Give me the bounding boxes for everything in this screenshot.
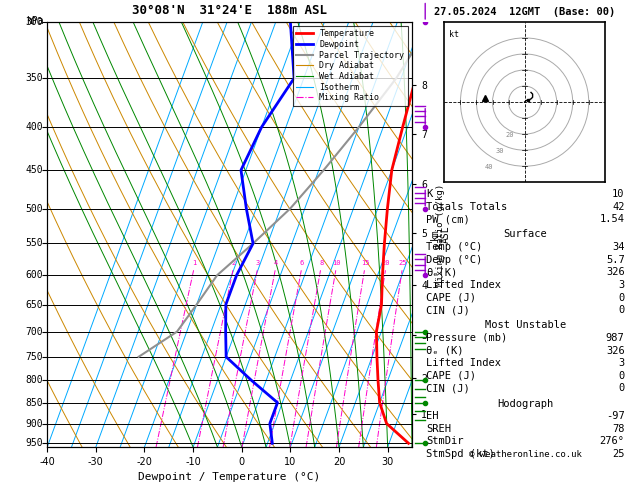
Text: 500: 500 xyxy=(26,204,43,214)
Text: 25: 25 xyxy=(612,449,625,459)
X-axis label: Dewpoint / Temperature (°C): Dewpoint / Temperature (°C) xyxy=(138,472,321,483)
Text: 900: 900 xyxy=(26,418,43,429)
Text: 400: 400 xyxy=(26,122,43,132)
Text: 78: 78 xyxy=(612,424,625,434)
Text: 30: 30 xyxy=(496,148,504,155)
Text: 0: 0 xyxy=(618,305,625,315)
Text: CIN (J): CIN (J) xyxy=(426,383,470,394)
Text: 30°08'N  31°24'E  188m ASL: 30°08'N 31°24'E 188m ASL xyxy=(132,4,327,17)
Text: 25: 25 xyxy=(398,260,407,266)
Text: 1: 1 xyxy=(192,260,197,266)
Text: kt: kt xyxy=(449,30,459,39)
Text: 650: 650 xyxy=(26,299,43,310)
Text: 20: 20 xyxy=(505,132,514,139)
Text: 326: 326 xyxy=(606,346,625,356)
Text: Most Unstable: Most Unstable xyxy=(484,320,566,330)
Text: 42: 42 xyxy=(612,202,625,212)
Text: 15: 15 xyxy=(361,260,369,266)
Text: 0: 0 xyxy=(618,383,625,394)
Text: SREH: SREH xyxy=(426,424,451,434)
Text: 20: 20 xyxy=(382,260,391,266)
Text: Hodograph: Hodograph xyxy=(497,399,554,409)
Text: PW (cm): PW (cm) xyxy=(426,214,470,225)
Text: 1.54: 1.54 xyxy=(599,214,625,225)
Text: 8: 8 xyxy=(319,260,323,266)
Text: StmSpd (kt): StmSpd (kt) xyxy=(426,449,494,459)
Text: 3: 3 xyxy=(618,280,625,290)
Text: 3: 3 xyxy=(618,358,625,368)
Text: 276°: 276° xyxy=(599,436,625,447)
Text: CAPE (J): CAPE (J) xyxy=(426,371,476,381)
Text: 0: 0 xyxy=(618,371,625,381)
Text: CAPE (J): CAPE (J) xyxy=(426,293,476,303)
Text: 34: 34 xyxy=(612,242,625,252)
Text: Temp (°C): Temp (°C) xyxy=(426,242,482,252)
Text: 350: 350 xyxy=(26,73,43,83)
Text: θₑ (K): θₑ (K) xyxy=(426,346,464,356)
Text: θₑ(K): θₑ(K) xyxy=(426,267,457,278)
Text: 987: 987 xyxy=(606,333,625,343)
Text: 326: 326 xyxy=(606,267,625,278)
Text: 800: 800 xyxy=(26,376,43,385)
Text: 2: 2 xyxy=(231,260,236,266)
Text: 550: 550 xyxy=(26,239,43,248)
Text: 950: 950 xyxy=(26,438,43,448)
Text: 10: 10 xyxy=(612,189,625,199)
Text: EH: EH xyxy=(426,411,438,421)
Y-axis label: km
ASL: km ASL xyxy=(430,226,451,243)
Text: 450: 450 xyxy=(26,165,43,175)
Text: K: K xyxy=(426,189,432,199)
Text: Totals Totals: Totals Totals xyxy=(426,202,507,212)
Text: 300: 300 xyxy=(26,17,43,27)
Text: Lifted Index: Lifted Index xyxy=(426,358,501,368)
Text: Mixing Ratio (g/kg): Mixing Ratio (g/kg) xyxy=(436,183,445,286)
Legend: Temperature, Dewpoint, Parcel Trajectory, Dry Adiabat, Wet Adiabat, Isotherm, Mi: Temperature, Dewpoint, Parcel Trajectory… xyxy=(293,26,408,105)
Text: 600: 600 xyxy=(26,270,43,280)
Text: 27.05.2024  12GMT  (Base: 00): 27.05.2024 12GMT (Base: 00) xyxy=(434,7,615,17)
Text: StmDir: StmDir xyxy=(426,436,464,447)
Text: 850: 850 xyxy=(26,398,43,408)
Text: 6: 6 xyxy=(300,260,304,266)
Text: 700: 700 xyxy=(26,327,43,337)
Text: CIN (J): CIN (J) xyxy=(426,305,470,315)
Text: 3: 3 xyxy=(256,260,260,266)
Text: -97: -97 xyxy=(606,411,625,421)
Text: 0: 0 xyxy=(618,293,625,303)
Text: hPa: hPa xyxy=(26,16,43,26)
Text: 40: 40 xyxy=(484,164,493,171)
Text: 10: 10 xyxy=(332,260,341,266)
Text: 5.7: 5.7 xyxy=(606,255,625,265)
Text: © weatheronline.co.uk: © weatheronline.co.uk xyxy=(469,450,582,459)
Text: Lifted Index: Lifted Index xyxy=(426,280,501,290)
Text: Pressure (mb): Pressure (mb) xyxy=(426,333,507,343)
Text: Surface: Surface xyxy=(503,229,547,240)
Text: 4: 4 xyxy=(274,260,278,266)
Text: 750: 750 xyxy=(26,352,43,362)
Text: Dewp (°C): Dewp (°C) xyxy=(426,255,482,265)
